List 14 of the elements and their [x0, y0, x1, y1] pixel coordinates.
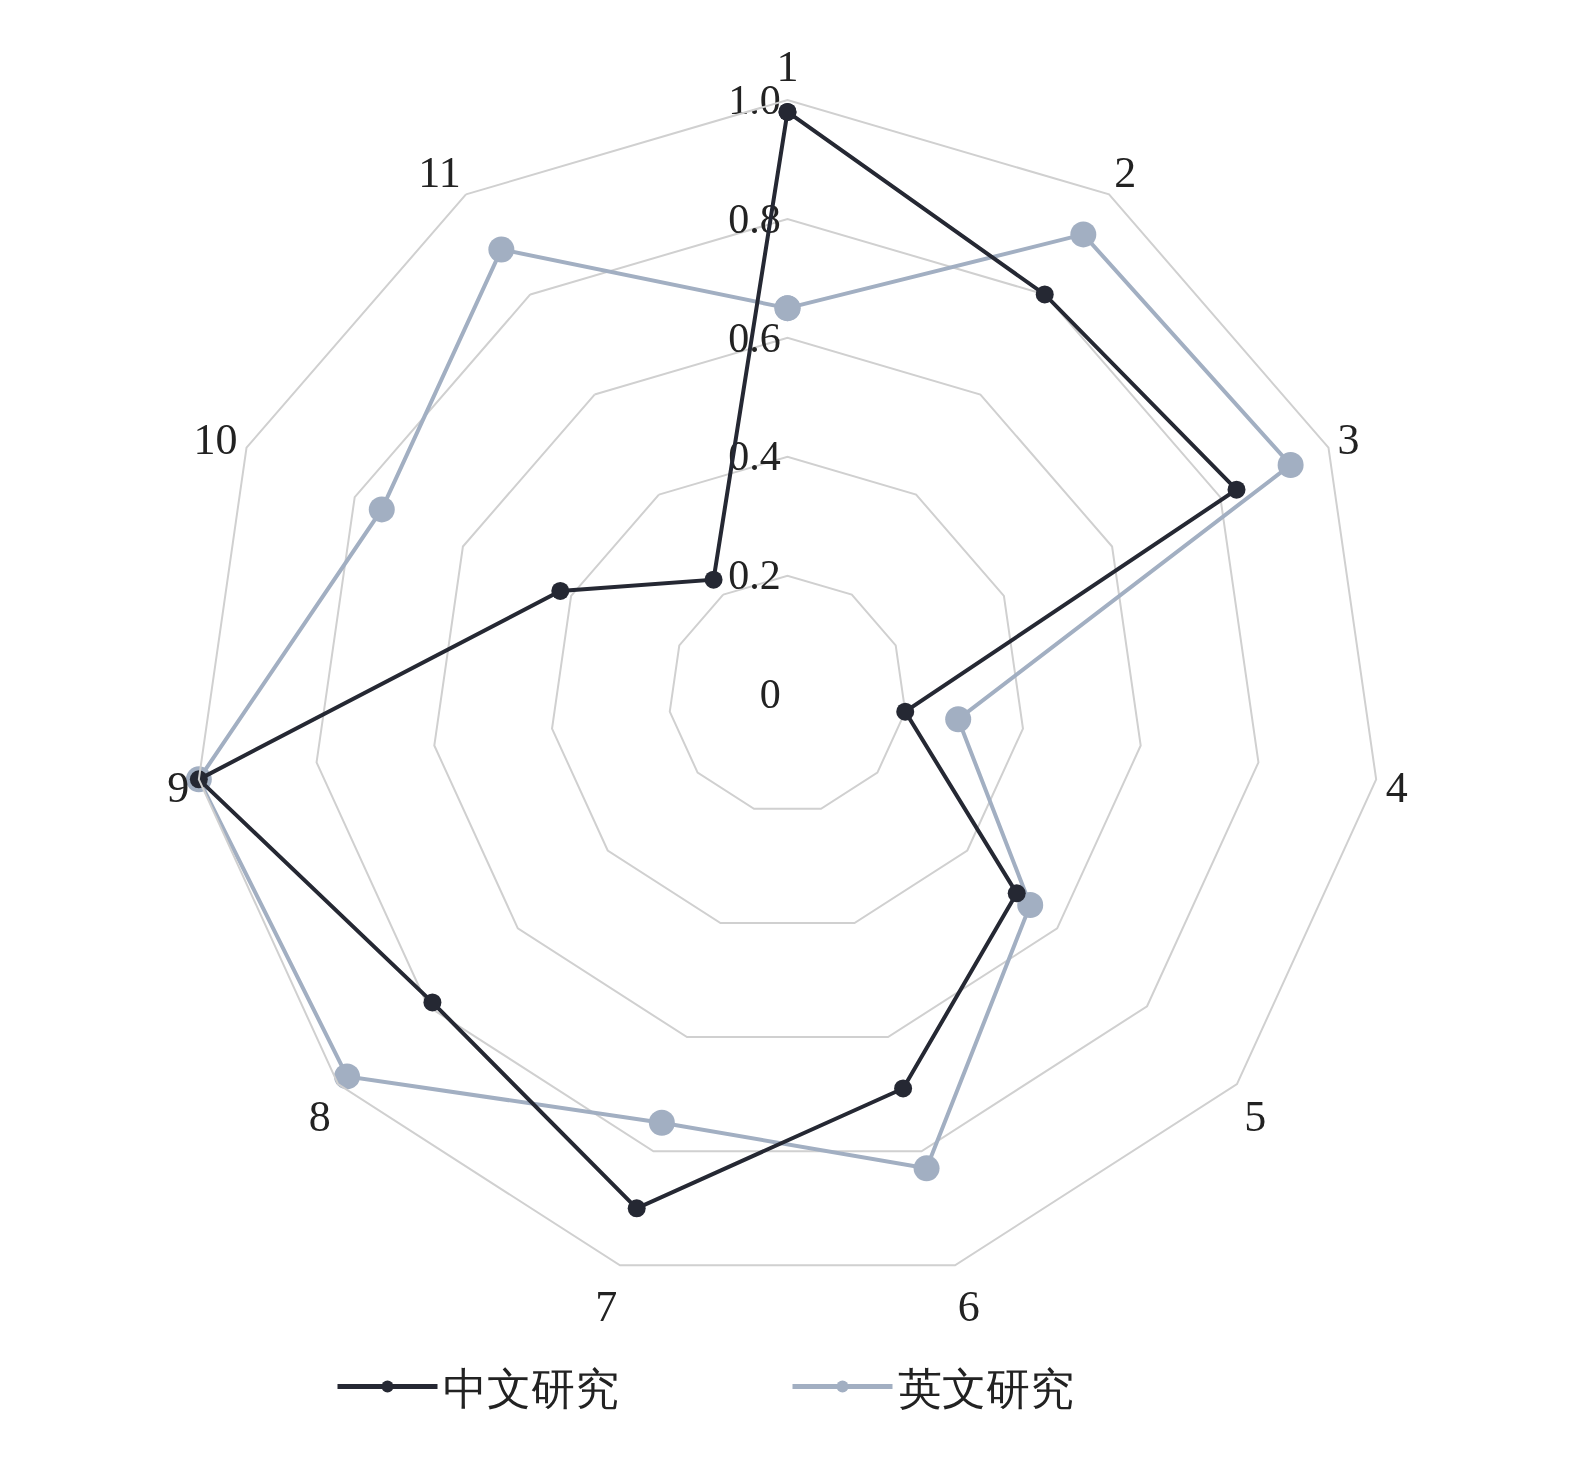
y-tick-label: 0.2 — [728, 552, 781, 599]
spoke-label: 8 — [308, 1092, 331, 1142]
spoke-label: 3 — [1337, 414, 1360, 464]
spoke-label: 7 — [595, 1282, 618, 1332]
spoke-label: 4 — [1385, 763, 1408, 813]
spoke-label: 11 — [418, 148, 461, 198]
legend-label: 英文研究 — [897, 1364, 1074, 1414]
y-tick-label: 0 — [759, 671, 781, 718]
spoke-label: 6 — [957, 1282, 980, 1332]
spoke-label: 2 — [1114, 148, 1137, 198]
legend-label: 中文研究 — [442, 1364, 619, 1414]
spoke-label: 10 — [193, 414, 238, 464]
spoke-label: 9 — [167, 763, 190, 813]
spoke-label: 5 — [1244, 1092, 1267, 1142]
